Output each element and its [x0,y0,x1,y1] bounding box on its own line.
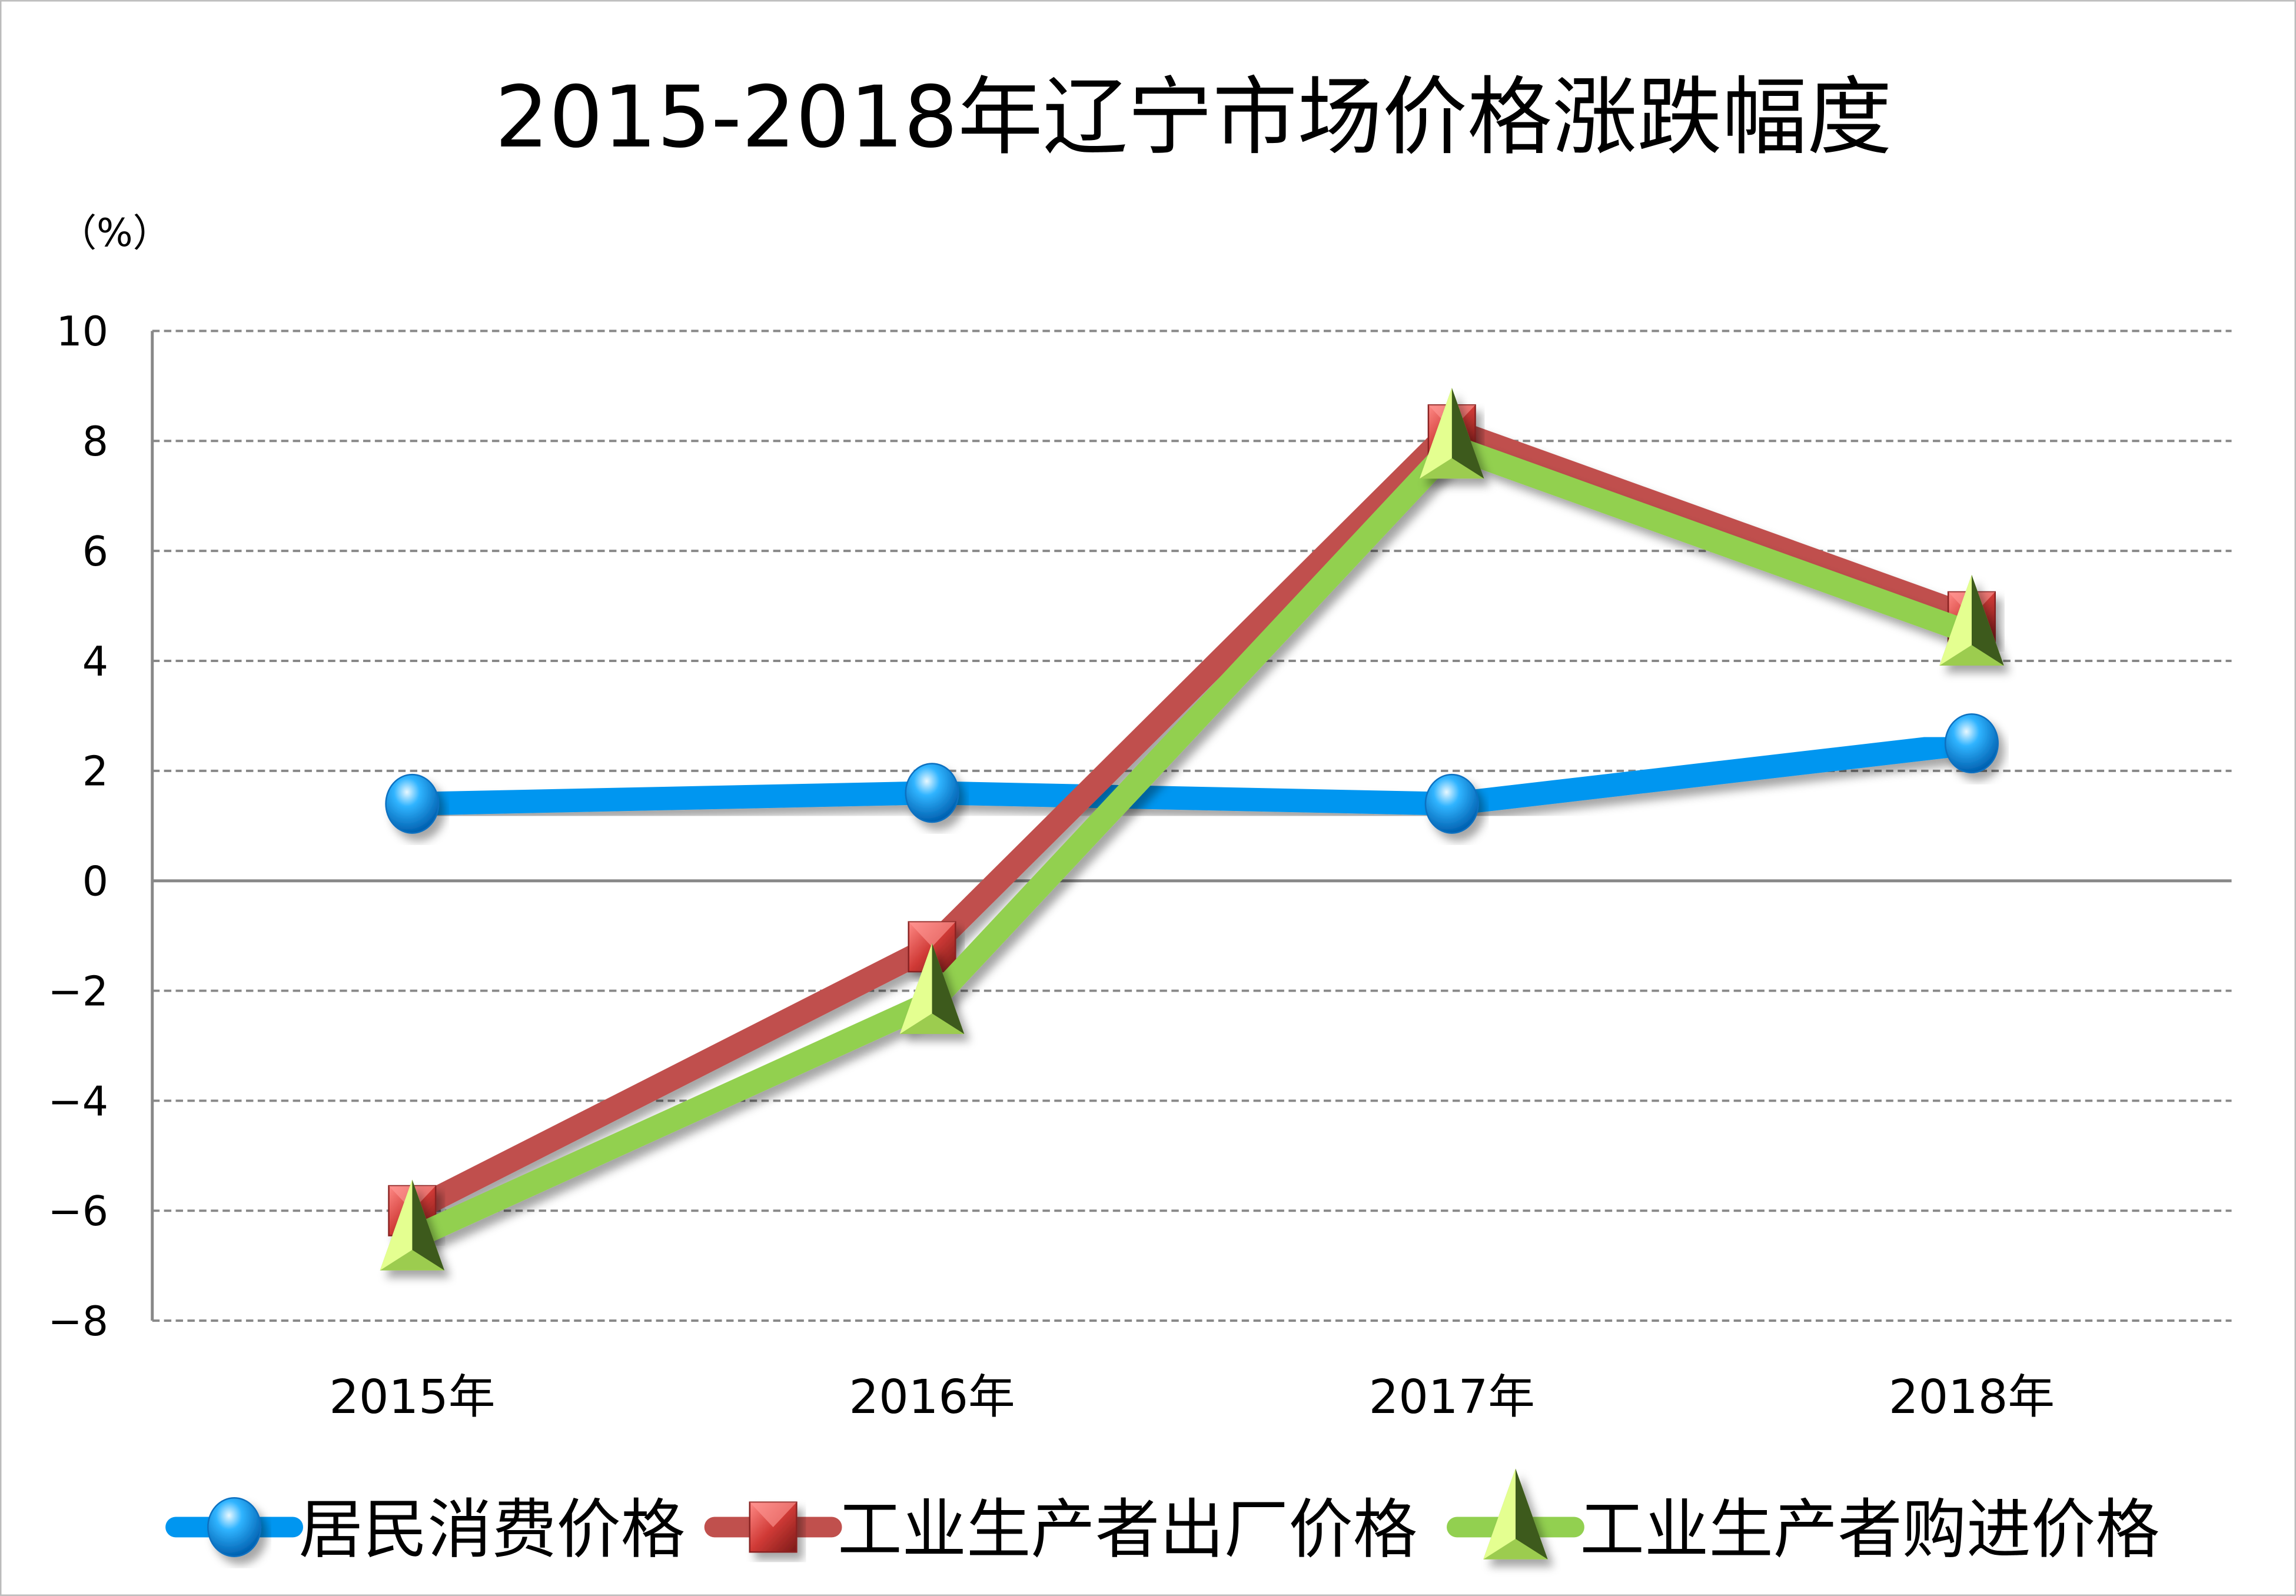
series-line [407,434,1976,1249]
data-point-marker [385,773,440,834]
y-tick-label: 8 [82,418,108,466]
series-0 [385,713,1999,834]
legend-label: 居民消费价格 [299,1492,686,1567]
x-tick-label: 2017年 [1369,1369,1535,1424]
legend-marker [207,1497,262,1557]
legend-item: 工业生产者购进价格 [1447,1468,2160,1567]
legend-marker [1483,1468,1548,1560]
legend-item: 居民消费价格 [165,1492,686,1567]
y-tick-label: 4 [82,638,108,686]
y-tick-label: 6 [82,528,108,576]
y-axis-unit-label: （%） [59,211,171,255]
data-point-marker [899,943,965,1034]
y-tick-label: 10 [56,308,108,355]
legend-label: 工业生产者出厂价格 [838,1492,1417,1567]
x-tick-label: 2018年 [1889,1369,2055,1424]
y-tick-label: −6 [48,1188,108,1235]
data-point-marker [1944,713,1999,774]
x-tick-label: 2015年 [329,1369,495,1424]
y-tick-label: 2 [82,748,108,796]
y-tick-label: −8 [48,1298,108,1345]
chart-title: 2015-2018年辽宁市场价格涨跌幅度 [495,68,1892,167]
legend-label: 工业生产者购进价格 [1580,1492,2159,1567]
legend-marker [749,1501,798,1553]
series-line [407,418,1976,1222]
x-tick-label: 2016年 [849,1369,1015,1424]
y-tick-label: −2 [48,967,108,1015]
legend-item: 工业生产者出厂价格 [704,1492,1417,1567]
data-point-marker [1424,773,1479,834]
data-point-marker [905,763,959,823]
y-tick-label: −4 [48,1078,108,1125]
series-2 [380,388,2004,1271]
data-point-marker [1420,388,1484,479]
y-tick-label: 0 [82,858,108,906]
series-line [411,732,1973,816]
